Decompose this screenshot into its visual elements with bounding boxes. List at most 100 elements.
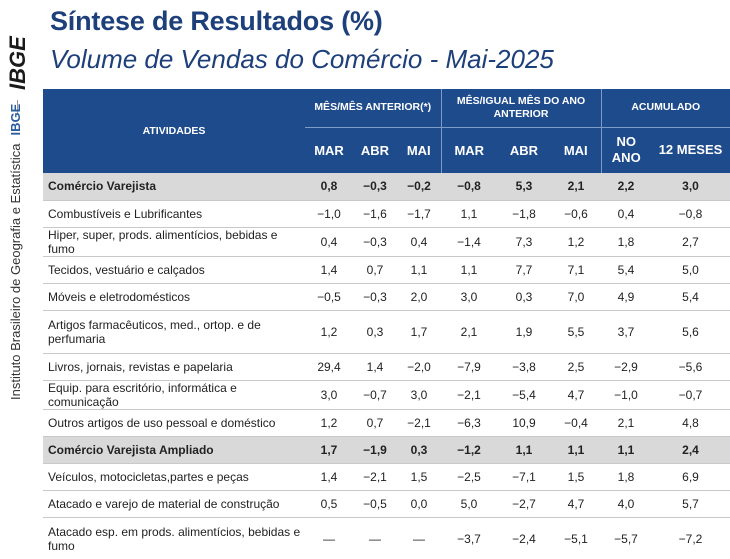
row-value-cell: −1,6 (353, 200, 397, 228)
row-value-cell: −0,7 (651, 380, 730, 410)
row-activity-name: Outros artigos de uso pessoal e doméstic… (43, 409, 305, 437)
row-value-cell: 0,7 (353, 256, 397, 284)
row-value-cell: −1,0 (305, 200, 353, 228)
table-row: Atacado esp. em prods. alimentícios, beb… (43, 517, 730, 559)
row-value-cell: 2,4 (651, 436, 730, 464)
institute-caption-text: Instituto Brasileiro de Geografia e Esta… (8, 143, 23, 400)
row-value-cell: 2,5 (551, 353, 601, 381)
row-value-cell: −2,7 (497, 490, 551, 518)
header-col: 12 MESES (651, 127, 730, 173)
row-value-cell: 1,5 (397, 463, 441, 491)
row-value-cell: 5,4 (651, 283, 730, 311)
row-value-cell: 3,0 (441, 283, 497, 311)
row-value-cell: 0,0 (397, 490, 441, 518)
header-col: MAI (397, 127, 441, 173)
ibge-logo: IBGE (6, 12, 30, 92)
institute-caption: Instituto Brasileiro de Geografia e Esta… (6, 104, 26, 400)
row-value-cell: −0,8 (651, 200, 730, 228)
row-value-cell: −1,4 (441, 227, 497, 257)
row-value-cell: 5,6 (651, 310, 730, 354)
institute-caption-abbr: IBGE (8, 103, 23, 136)
row-activity-name: Equip. para escritório, informática e co… (43, 380, 305, 410)
row-value-cell: 0,8 (305, 173, 353, 201)
row-value-cell: 1,9 (497, 310, 551, 354)
row-value-cell: −0,8 (441, 173, 497, 201)
row-value-cell: 7,0 (551, 283, 601, 311)
row-value-cell: −5,4 (497, 380, 551, 410)
sidebar-divider (17, 100, 18, 114)
row-value-cell: 1,2 (305, 310, 353, 354)
page-title: Síntese de Resultados (%) (50, 6, 383, 36)
row-activity-name: Tecidos, vestuário e calçados (43, 256, 305, 284)
row-value-cell: −2,4 (497, 517, 551, 559)
results-table-wrap: ATIVIDADES MÊS/MÊS ANTERIOR(*) MÊS/IGUAL… (43, 89, 730, 559)
row-value-cell: 4,8 (651, 409, 730, 437)
row-value-cell: 2,1 (551, 173, 601, 201)
row-value-cell: 2,0 (397, 283, 441, 311)
row-value-cell: 2,1 (601, 409, 651, 437)
header-activities: ATIVIDADES (43, 89, 305, 173)
row-value-cell: −0,5 (353, 490, 397, 518)
row-value-cell: −0,7 (353, 380, 397, 410)
table-row-total: Comércio Varejista Ampliado 1,7 −1,9 0,3 −1,… (43, 436, 730, 464)
table-row: Combustíveis e Lubrificantes −1,0 −1,6 −1,7… (43, 200, 730, 228)
table-row: Móveis e eletrodomésticos −0,5 −0,3 2,0 3,0 0… (43, 283, 730, 311)
row-value-cell: −1,9 (353, 436, 397, 464)
row-activity-name: Atacado esp. em prods. alimentícios, beb… (43, 517, 305, 559)
header-group-month-year: MÊS/IGUAL MÊS DO ANO ANTERIOR (440, 89, 601, 128)
row-value-cell: −2,1 (353, 463, 397, 491)
table-row: Hiper, super, prods. alimentícios, bebid… (43, 227, 730, 257)
header-col: NO ANO (600, 127, 651, 173)
row-value-cell: −6,3 (441, 409, 497, 437)
header-col: ABR (497, 127, 551, 173)
row-value-cell: −5,1 (551, 517, 601, 559)
row-activity-name: Combustíveis e Lubrificantes (43, 200, 305, 228)
row-value-cell: 4,0 (601, 490, 651, 518)
row-value-cell: 1,4 (353, 353, 397, 381)
row-activity-name: Móveis e eletrodomésticos (43, 283, 305, 311)
table-row: Atacado e varejo de material de construç… (43, 490, 730, 518)
row-activity-name: Livros, jornais, revistas e papelaria (43, 353, 305, 381)
row-value-cell: −1,0 (601, 380, 651, 410)
row-value-cell: −0,5 (305, 283, 353, 311)
table-row: Equip. para escritório, informática e co… (43, 380, 730, 410)
row-value-cell: — (305, 517, 353, 559)
results-table: ATIVIDADES MÊS/MÊS ANTERIOR(*) MÊS/IGUAL… (43, 89, 730, 559)
row-value-cell: 0,7 (353, 409, 397, 437)
row-value-cell: 4,9 (601, 283, 651, 311)
institute-caption-wrap: Instituto Brasileiro de Geografia e Esta… (6, 104, 26, 400)
table-body: Comércio Varejista 0,8 −0,3 −0,2 −0,8 5,3 2,1 2… (43, 173, 730, 559)
row-value-cell: −1,2 (441, 436, 497, 464)
row-value-cell: −0,3 (353, 283, 397, 311)
row-value-cell: 1,4 (305, 256, 353, 284)
row-value-cell: −5,6 (651, 353, 730, 381)
row-value-cell: 3,0 (651, 173, 730, 201)
row-value-cell: 4,7 (551, 490, 601, 518)
header-col: MAR (305, 127, 353, 173)
row-value-cell: −0,3 (353, 227, 397, 257)
row-value-cell: 2,2 (601, 173, 651, 201)
row-value-cell: 1,8 (601, 227, 651, 257)
row-value-cell: 4,7 (551, 380, 601, 410)
row-value-cell: 1,1 (397, 256, 441, 284)
row-value-cell: 0,3 (497, 283, 551, 311)
header-group-month-prev: MÊS/MÊS ANTERIOR(*) (305, 89, 441, 128)
row-value-cell: 2,7 (651, 227, 730, 257)
row-value-cell: 1,5 (551, 463, 601, 491)
row-value-cell: 0,5 (305, 490, 353, 518)
row-value-cell: 1,2 (305, 409, 353, 437)
page-subtitle: Volume de Vendas do Comércio - Mai-2025 (50, 44, 554, 74)
row-value-cell: 7,3 (497, 227, 551, 257)
row-value-cell: 1,1 (441, 200, 497, 228)
row-value-cell: 6,9 (651, 463, 730, 491)
row-value-cell: −2,9 (601, 353, 651, 381)
row-activity-name: Comércio Varejista Ampliado (43, 436, 305, 464)
row-value-cell: −1,7 (397, 200, 441, 228)
row-value-cell: 5,7 (651, 490, 730, 518)
row-value-cell: −0,2 (397, 173, 441, 201)
table-row: Outros artigos de uso pessoal e doméstic… (43, 409, 730, 437)
row-value-cell: −3,7 (441, 517, 497, 559)
row-activity-name: Artigos farmacêuticos, med., ortop. e de… (43, 310, 305, 354)
row-value-cell: 1,4 (305, 463, 353, 491)
row-value-cell: −7,9 (441, 353, 497, 381)
